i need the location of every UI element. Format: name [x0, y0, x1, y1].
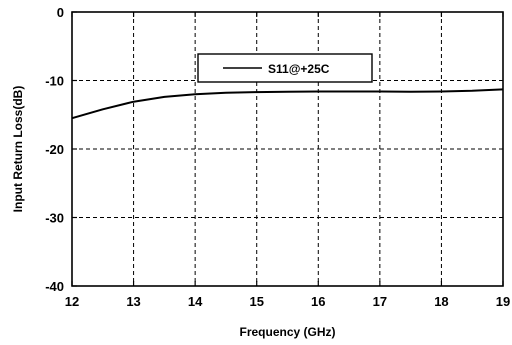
legend: S11@+25C	[197, 53, 373, 83]
grid-lines	[72, 12, 503, 286]
y-tick-label: -30	[45, 211, 64, 226]
x-tick-label: 19	[496, 294, 510, 309]
x-tick-label: 14	[188, 294, 203, 309]
y-axis-title: Input Return Loss(dB)	[11, 86, 25, 213]
x-tick-label: 15	[249, 294, 263, 309]
x-tick-label: 13	[126, 294, 140, 309]
x-tick-label: 12	[65, 294, 79, 309]
y-tick-label: -40	[45, 279, 64, 294]
y-tick-label: -10	[45, 74, 64, 89]
x-tick-label: 17	[373, 294, 387, 309]
x-tick-label: 16	[311, 294, 325, 309]
series-line-s11	[71, 88, 504, 120]
x-tick-label: 18	[434, 294, 448, 309]
x-axis-title: Frequency (GHz)	[239, 325, 335, 339]
axis-ticks: 12 13 14 15 16 17 18 19 0 -10 -20 -30 -40	[45, 5, 510, 309]
y-tick-label: -20	[45, 142, 64, 157]
legend-label: S11@+25C	[268, 62, 330, 76]
series-layer	[71, 88, 504, 120]
y-tick-label: 0	[57, 5, 64, 20]
